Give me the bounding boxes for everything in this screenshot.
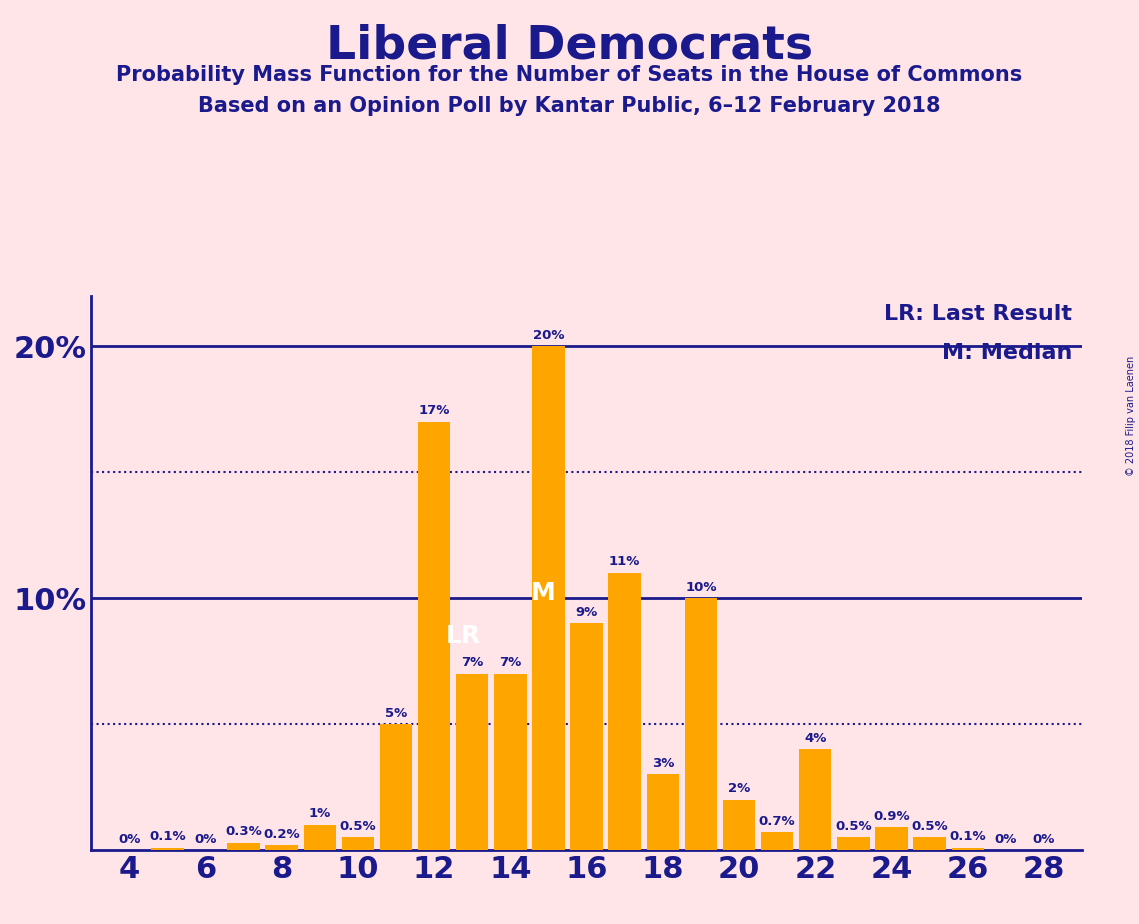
Text: M: Median: M: Median [942, 343, 1072, 363]
Text: Based on an Opinion Poll by Kantar Public, 6–12 February 2018: Based on an Opinion Poll by Kantar Publi… [198, 96, 941, 116]
Text: 0.2%: 0.2% [263, 828, 300, 841]
Bar [265, 845, 298, 850]
Text: 20%: 20% [533, 329, 564, 342]
Bar [608, 573, 641, 850]
Text: 0.3%: 0.3% [226, 825, 262, 838]
Bar [800, 749, 831, 850]
Bar [951, 847, 984, 850]
Text: 7%: 7% [461, 656, 483, 669]
Bar [228, 843, 260, 850]
Bar [913, 837, 945, 850]
Text: 0.5%: 0.5% [911, 820, 948, 833]
Bar [571, 624, 603, 850]
Bar [837, 837, 869, 850]
Text: LR: Last Result: LR: Last Result [884, 304, 1072, 324]
Text: 17%: 17% [418, 404, 450, 417]
Text: 7%: 7% [499, 656, 522, 669]
Bar [342, 837, 374, 850]
Text: 1%: 1% [309, 808, 331, 821]
Bar [761, 833, 794, 850]
Text: 0.7%: 0.7% [759, 815, 795, 828]
Text: 0%: 0% [994, 833, 1017, 845]
Text: 3%: 3% [652, 757, 674, 770]
Text: 0.1%: 0.1% [149, 830, 186, 843]
Bar [685, 598, 718, 850]
Text: 0.5%: 0.5% [835, 820, 871, 833]
Text: 0%: 0% [195, 833, 216, 845]
Text: 0.1%: 0.1% [950, 830, 986, 843]
Text: 4%: 4% [804, 732, 827, 745]
Text: 10%: 10% [686, 580, 716, 593]
Bar [456, 674, 489, 850]
Text: Liberal Democrats: Liberal Democrats [326, 23, 813, 68]
Text: 0.5%: 0.5% [339, 820, 376, 833]
Text: 0.9%: 0.9% [874, 809, 910, 823]
Text: M: M [531, 581, 555, 605]
Bar [418, 421, 450, 850]
Text: 9%: 9% [575, 606, 598, 619]
Bar [647, 774, 679, 850]
Bar [494, 674, 526, 850]
Text: 0%: 0% [118, 833, 140, 845]
Text: Probability Mass Function for the Number of Seats in the House of Commons: Probability Mass Function for the Number… [116, 65, 1023, 85]
Text: 2%: 2% [728, 782, 751, 796]
Bar [379, 724, 412, 850]
Text: LR: LR [445, 624, 481, 648]
Text: 11%: 11% [609, 555, 640, 568]
Bar [304, 825, 336, 850]
Text: 0%: 0% [1033, 833, 1055, 845]
Text: 5%: 5% [385, 707, 407, 720]
Text: © 2018 Filip van Laenen: © 2018 Filip van Laenen [1126, 356, 1136, 476]
Bar [532, 346, 565, 850]
Bar [151, 847, 183, 850]
Bar [723, 799, 755, 850]
Bar [875, 827, 908, 850]
